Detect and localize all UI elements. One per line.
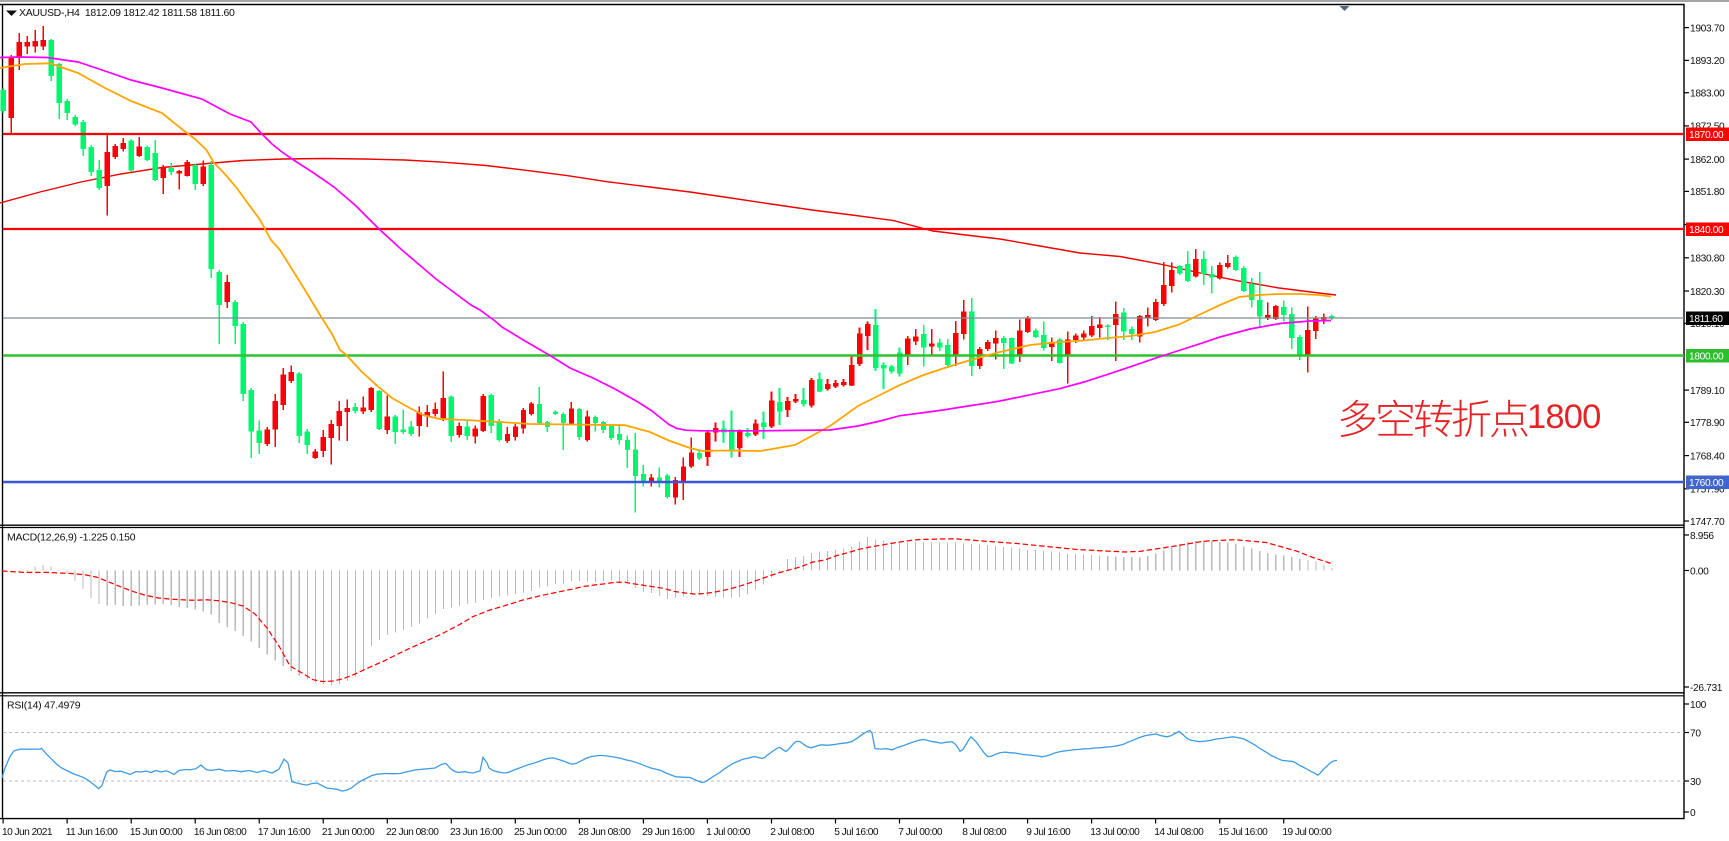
svg-text:1789.10: 1789.10 [1690, 386, 1725, 397]
svg-text:10 Jun 2021: 10 Jun 2021 [2, 827, 53, 838]
svg-text:1830.80: 1830.80 [1690, 254, 1725, 265]
svg-text:1893.20: 1893.20 [1690, 56, 1725, 67]
svg-text:XAUUSD-,H4 1812.09 1812.42 18: XAUUSD-,H4 1812.09 1812.42 1811.58 1811.… [19, 7, 235, 19]
svg-text:25 Jun 00:00: 25 Jun 00:00 [514, 827, 567, 838]
svg-text:1811.60: 1811.60 [1689, 314, 1723, 325]
svg-text:1862.00: 1862.00 [1690, 155, 1725, 166]
svg-text:5 Jul 16:00: 5 Jul 16:00 [834, 827, 879, 838]
svg-text:13 Jul 00:00: 13 Jul 00:00 [1090, 827, 1140, 838]
svg-text:70: 70 [1690, 728, 1701, 739]
svg-text:0.00: 0.00 [1690, 566, 1709, 577]
svg-text:17 Jun 16:00: 17 Jun 16:00 [258, 827, 311, 838]
svg-text:1778.90: 1778.90 [1690, 418, 1725, 429]
svg-text:21 Jun 00:00: 21 Jun 00:00 [322, 827, 375, 838]
svg-text:28 Jun 08:00: 28 Jun 08:00 [578, 827, 631, 838]
svg-text:11 Jun 16:00: 11 Jun 16:00 [66, 827, 118, 838]
svg-text:1872.50: 1872.50 [1690, 122, 1725, 133]
svg-text:1768.40: 1768.40 [1690, 451, 1725, 462]
svg-text:1851.80: 1851.80 [1690, 187, 1725, 198]
svg-text:9 Jul 16:00: 9 Jul 16:00 [1026, 827, 1071, 838]
svg-text:1840.00: 1840.00 [1689, 225, 1724, 236]
svg-text:1800: 1800 [1527, 398, 1601, 436]
svg-text:1 Jul 00:00: 1 Jul 00:00 [706, 827, 751, 838]
svg-text:MACD(12,26,9) -1.225 0.150: MACD(12,26,9) -1.225 0.150 [7, 532, 136, 544]
svg-text:22 Jun 08:00: 22 Jun 08:00 [386, 827, 439, 838]
svg-text:-26.731: -26.731 [1690, 683, 1723, 694]
svg-text:1757.90: 1757.90 [1690, 485, 1725, 496]
svg-text:0: 0 [1690, 808, 1696, 819]
svg-text:16 Jun 08:00: 16 Jun 08:00 [194, 827, 247, 838]
svg-text:1800.00: 1800.00 [1689, 352, 1724, 363]
svg-text:2 Jul 08:00: 2 Jul 08:00 [770, 827, 815, 838]
svg-text:1747.70: 1747.70 [1690, 517, 1725, 528]
svg-text:RSI(14) 47.4979: RSI(14) 47.4979 [7, 700, 81, 712]
svg-text:23 Jun 16:00: 23 Jun 16:00 [450, 827, 503, 838]
svg-text:7 Jul 00:00: 7 Jul 00:00 [898, 827, 943, 838]
svg-text:8.956: 8.956 [1690, 531, 1714, 542]
svg-text:14 Jul 08:00: 14 Jul 08:00 [1154, 827, 1204, 838]
svg-text:1820.30: 1820.30 [1690, 287, 1725, 298]
svg-text:30: 30 [1690, 777, 1701, 788]
svg-text:8 Jul 08:00: 8 Jul 08:00 [962, 827, 1007, 838]
svg-text:15 Jul 16:00: 15 Jul 16:00 [1218, 827, 1268, 838]
svg-text:1760.00: 1760.00 [1689, 478, 1724, 489]
svg-text:1883.00: 1883.00 [1690, 89, 1725, 100]
svg-text:100: 100 [1690, 700, 1707, 711]
svg-text:19 Jul 00:00: 19 Jul 00:00 [1282, 827, 1332, 838]
svg-text:1870.00: 1870.00 [1689, 130, 1724, 141]
svg-text:29 Jun 16:00: 29 Jun 16:00 [642, 827, 695, 838]
svg-text:1903.70: 1903.70 [1690, 23, 1725, 34]
svg-text:15 Jun 00:00: 15 Jun 00:00 [130, 827, 183, 838]
